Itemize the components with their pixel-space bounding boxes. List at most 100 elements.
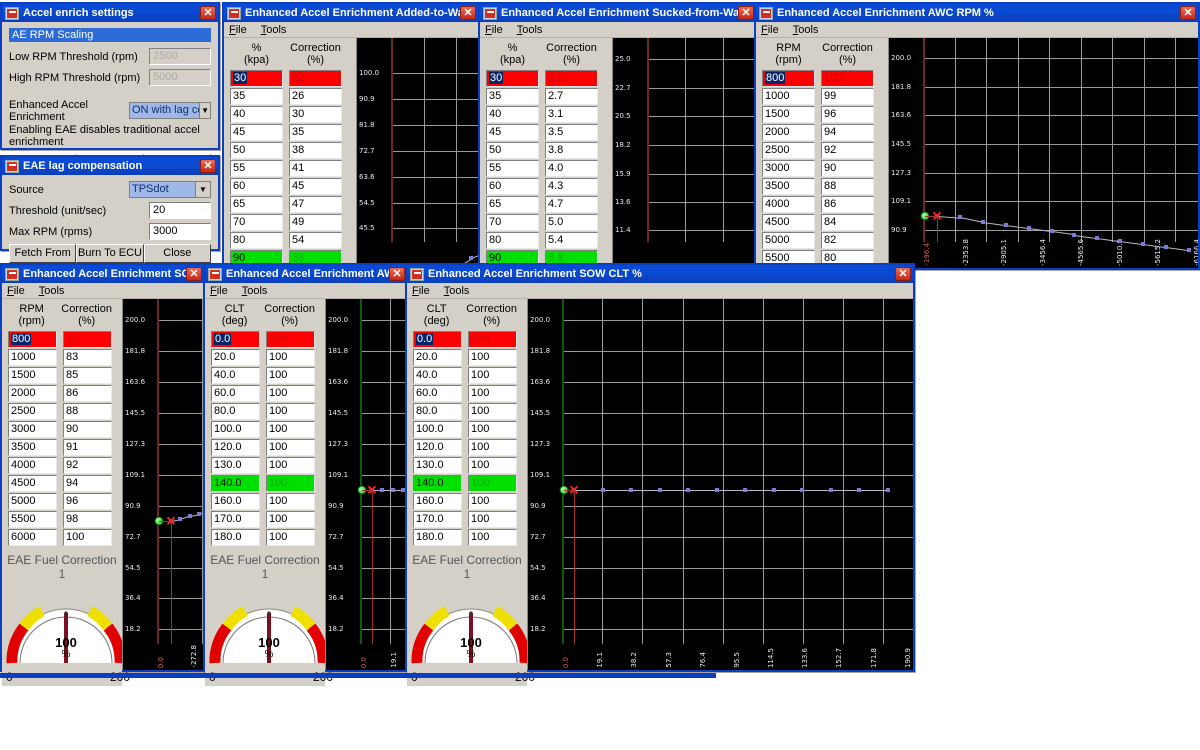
window-eae-lag-compensation[interactable]: EAE lag compensation ✕ Source TPSdot ▼ T…: [0, 155, 220, 276]
threshold-input[interactable]: 20: [149, 202, 211, 219]
cell-y[interactable]: 100: [468, 349, 517, 366]
cell-y[interactable]: 96: [821, 106, 874, 123]
cell-y[interactable]: 100: [821, 70, 874, 87]
cell-x[interactable]: 20.0: [211, 349, 260, 366]
cell-y[interactable]: 3.8: [545, 142, 598, 159]
cell-y[interactable]: 100: [63, 529, 112, 546]
fetch-from-ecu-button[interactable]: Fetch From ECU: [9, 244, 77, 276]
cell-x[interactable]: 65: [230, 196, 283, 213]
cell-x[interactable]: 60.0: [211, 385, 260, 402]
cell-y[interactable]: 5.4: [545, 232, 598, 249]
cell-x[interactable]: 120.0: [413, 439, 462, 456]
cell-x[interactable]: 2000: [762, 124, 815, 141]
cell-x[interactable]: 3000: [762, 160, 815, 177]
titlebar[interactable]: Enhanced Accel Enrichment Sucked-from-Wa…: [480, 4, 756, 22]
close-icon[interactable]: ✕: [738, 6, 754, 20]
cell-x[interactable]: 35: [230, 88, 283, 105]
menu-tools[interactable]: Tools: [516, 23, 543, 36]
cell-y[interactable]: 100: [468, 529, 517, 546]
cell-x[interactable]: 2000: [8, 385, 57, 402]
cell-x[interactable]: 160.0: [211, 493, 260, 510]
cell-y[interactable]: 100: [468, 403, 517, 420]
cell-x[interactable]: 40: [486, 106, 539, 123]
cell-x[interactable]: 140.0: [211, 475, 260, 492]
menu-tools[interactable]: Tools: [241, 284, 268, 297]
cell-x[interactable]: 4000: [8, 457, 57, 474]
cell-x[interactable]: 1500: [8, 367, 57, 384]
cell-y[interactable]: 83: [63, 349, 112, 366]
cell-y[interactable]: 90: [63, 421, 112, 438]
cell-x[interactable]: 5000: [8, 493, 57, 510]
cell-y[interactable]: 5.0: [545, 214, 598, 231]
titlebar[interactable]: Enhanced Accel Enrichment Added-to-Walls…: [224, 4, 478, 22]
titlebar[interactable]: Enhanced Accel Enrichment SOW CLT % ✕: [407, 265, 913, 283]
cell-x[interactable]: 6000: [8, 529, 57, 546]
titlebar[interactable]: Enhanced Accel Enrichment AWC RPM % ✕: [756, 4, 1198, 22]
cell-y[interactable]: 99: [821, 88, 874, 105]
cell-y[interactable]: 94: [63, 475, 112, 492]
cell-y[interactable]: 82: [63, 331, 112, 348]
cell-x[interactable]: 4000: [762, 196, 815, 213]
chevron-down-icon[interactable]: ▼: [195, 182, 210, 197]
menu-tools[interactable]: Tools: [38, 284, 65, 297]
cell-x[interactable]: 60: [486, 178, 539, 195]
cell-x[interactable]: 100.0: [413, 421, 462, 438]
cell-x[interactable]: 50: [230, 142, 283, 159]
cell-y[interactable]: 84: [821, 214, 874, 231]
cell-x[interactable]: 5500: [8, 511, 57, 528]
cell-x[interactable]: 20.0: [413, 349, 462, 366]
cell-y[interactable]: 4.3: [545, 178, 598, 195]
cell-x[interactable]: 55: [486, 160, 539, 177]
cell-y[interactable]: 100: [468, 475, 517, 492]
cell-y[interactable]: 45: [289, 178, 342, 195]
cell-y[interactable]: 49: [289, 214, 342, 231]
low-rpm-threshold-input[interactable]: 2500: [149, 48, 211, 65]
cell-y[interactable]: 86: [821, 196, 874, 213]
cell-x[interactable]: 170.0: [413, 511, 462, 528]
max-rpm-input[interactable]: 3000: [149, 223, 211, 240]
cell-x[interactable]: 55: [230, 160, 283, 177]
cell-y[interactable]: 100: [266, 349, 315, 366]
window-sow-clt[interactable]: Enhanced Accel Enrichment SOW CLT % ✕ File…: [405, 263, 915, 686]
cell-x[interactable]: 80: [230, 232, 283, 249]
cell-x[interactable]: 45: [230, 124, 283, 141]
cell-x[interactable]: 35: [486, 88, 539, 105]
cell-y[interactable]: 100: [468, 439, 517, 456]
cell-y[interactable]: 100: [266, 511, 315, 528]
cell-x[interactable]: 40.0: [413, 367, 462, 384]
menu-file[interactable]: File: [412, 284, 430, 297]
close-icon[interactable]: ✕: [186, 267, 202, 281]
cell-y[interactable]: 100: [468, 511, 517, 528]
cell-y[interactable]: 26: [289, 88, 342, 105]
menu-tools[interactable]: Tools: [792, 23, 819, 36]
close-icon[interactable]: ✕: [895, 267, 911, 281]
window-soc-rpm[interactable]: Enhanced Accel Enrichment SOC RPM %✕File…: [0, 263, 206, 686]
titlebar[interactable]: EAE lag compensation ✕: [2, 157, 218, 175]
menu-file[interactable]: File: [761, 23, 779, 36]
menu-tools[interactable]: Tools: [443, 284, 470, 297]
menu-file[interactable]: File: [210, 284, 228, 297]
cell-y[interactable]: 92: [821, 142, 874, 159]
close-icon[interactable]: ✕: [1180, 6, 1196, 20]
menu-file[interactable]: File: [229, 23, 247, 36]
cell-x[interactable]: 3000: [8, 421, 57, 438]
cell-x[interactable]: 40: [230, 106, 283, 123]
cell-x[interactable]: 800: [8, 331, 57, 348]
cell-y[interactable]: 100: [266, 529, 315, 546]
window-added-to-walls[interactable]: Enhanced Accel Enrichment Added-to-Walls…: [222, 2, 480, 286]
close-icon[interactable]: ✕: [389, 267, 405, 281]
cell-y[interactable]: 91: [63, 439, 112, 456]
window-awc-rpm[interactable]: Enhanced Accel Enrichment AWC RPM % ✕ File…: [754, 2, 1200, 286]
source-dropdown[interactable]: TPSdot ▼: [129, 181, 211, 198]
cell-y[interactable]: 96: [63, 493, 112, 510]
cell-y[interactable]: 92: [63, 457, 112, 474]
cell-x[interactable]: 800: [762, 70, 815, 87]
cell-y[interactable]: 85: [63, 367, 112, 384]
titlebar[interactable]: Enhanced Accel Enrichment AWW CLT %✕: [205, 265, 407, 283]
cell-x[interactable]: 4500: [8, 475, 57, 492]
cell-y[interactable]: 100: [266, 493, 315, 510]
window-sucked-from-walls[interactable]: Enhanced Accel Enrichment Sucked-from-Wa…: [478, 2, 758, 286]
menu-tools[interactable]: Tools: [260, 23, 287, 36]
cell-y[interactable]: 5.8: [545, 250, 598, 267]
cell-x[interactable]: 3500: [762, 178, 815, 195]
